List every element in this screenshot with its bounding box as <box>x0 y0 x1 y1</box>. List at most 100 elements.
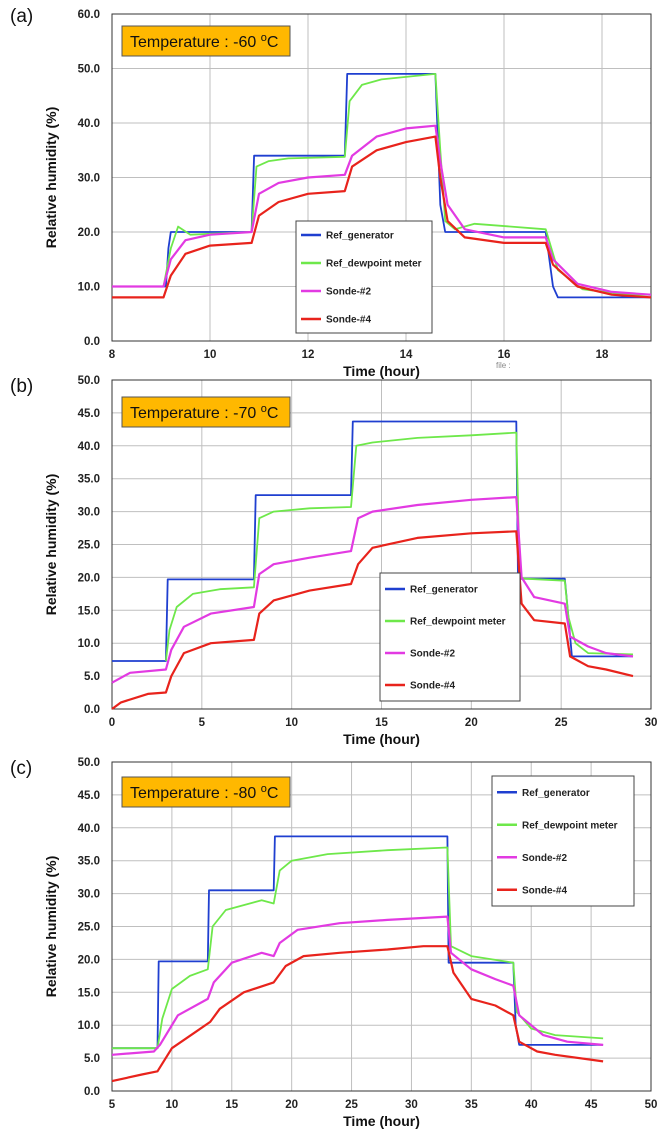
x-tick-label: 50 <box>645 1099 658 1111</box>
panel-label: (b) <box>10 376 33 397</box>
temperature-label: Temperature : -70 oC <box>130 403 278 422</box>
legend: Ref_generator Ref_dewpoint meter Sonde-#2 S… <box>379 572 521 702</box>
series-line-ref-dewpoint-meter <box>165 431 634 662</box>
chart-panel-b: (b) 0 5 10 15 20 25 30 0.0 5.0 10.0 15.0 20.0 25.0 30.… <box>10 375 657 747</box>
y-tick-label: 20.0 <box>78 227 100 239</box>
temperature-label: Temperature : -80 oC <box>130 783 278 802</box>
y-tick-label: 40.0 <box>78 823 100 835</box>
y-tick-label: 25.0 <box>78 922 100 934</box>
series-line-sonde-4 <box>112 135 652 299</box>
x-tick-label: 20 <box>285 1099 298 1111</box>
x-tick-label: 45 <box>585 1099 598 1111</box>
y-tick-label: 50.0 <box>78 757 100 769</box>
panel-label: (c) <box>10 758 32 779</box>
legend-label: Ref_generator <box>326 231 394 242</box>
y-tick-label: 50.0 <box>78 375 100 387</box>
x-tick-label: 0 <box>109 717 115 729</box>
chart-panel-a: (a) 8 10 12 14 16 18 0.0 10.0 20.0 30.0 40.0 50.0 60.… <box>10 6 652 379</box>
x-tick-label: 14 <box>400 349 413 361</box>
legend-label: Ref_dewpoint meter <box>522 820 618 831</box>
legend-label: Ref_dewpoint meter <box>326 259 422 270</box>
y-tick-label: 20.0 <box>78 954 100 966</box>
y-tick-label: 35.0 <box>78 474 100 486</box>
y-tick-label: 30.0 <box>78 507 100 519</box>
temperature-badge: Temperature : -80 oC <box>121 776 291 808</box>
x-tick-label: 10 <box>204 349 217 361</box>
x-tick-label: 25 <box>555 717 568 729</box>
y-tick-label: 15.0 <box>78 987 100 999</box>
plot-area <box>111 379 652 710</box>
x-tick-label: 12 <box>302 349 315 361</box>
y-tick-label: 35.0 <box>78 856 100 868</box>
x-tick-label: 15 <box>375 717 388 729</box>
x-tick-label: 5 <box>199 717 206 729</box>
x-tick-label: 25 <box>345 1099 358 1111</box>
y-tick-label: 30.0 <box>78 173 100 185</box>
x-tick-label: 15 <box>225 1099 238 1111</box>
legend-label: Sonde-#4 <box>522 885 567 896</box>
y-axis-title: Relative humidity (%) <box>43 474 59 616</box>
x-tick-label: 18 <box>596 349 609 361</box>
series-line-ref-dewpoint-meter <box>112 846 604 1050</box>
legend: Ref_generator Ref_dewpoint meter Sonde-#2 S… <box>295 220 433 334</box>
y-tick-label: 0.0 <box>84 704 100 716</box>
x-tick-label: 10 <box>165 1099 178 1111</box>
legend-label: Ref_generator <box>522 788 590 799</box>
legend-label: Sonde-#2 <box>410 649 455 660</box>
y-tick-label: 5.0 <box>84 671 100 683</box>
plot-area <box>111 761 652 1092</box>
y-tick-label: 40.0 <box>78 441 100 453</box>
x-axis-title: Time (hour) <box>343 731 420 747</box>
y-tick-label: 5.0 <box>84 1053 100 1065</box>
y-tick-label: 45.0 <box>78 790 100 802</box>
y-tick-label: 30.0 <box>78 889 100 901</box>
x-tick-label: 8 <box>109 349 116 361</box>
y-tick-label: 25.0 <box>78 540 100 552</box>
x-axis-title: Time (hour) <box>343 1113 420 1129</box>
x-tick-label: 10 <box>285 717 298 729</box>
x-tick-label: 30 <box>405 1099 418 1111</box>
legend-label: Ref_generator <box>410 585 478 596</box>
legend-label: Sonde-#2 <box>326 287 371 298</box>
temperature-label: Temperature : -60 oC <box>130 32 278 51</box>
series-line-sonde-4 <box>111 945 604 1083</box>
y-axis-title: Relative humidity (%) <box>43 107 59 249</box>
temperature-badge: Temperature : -60 oC <box>121 25 291 57</box>
y-tick-label: 0.0 <box>84 1086 100 1098</box>
temperature-badge: Temperature : -70 oC <box>121 396 291 428</box>
y-tick-label: 40.0 <box>78 118 100 130</box>
y-tick-label: 50.0 <box>78 64 100 76</box>
plot-area <box>111 13 652 342</box>
legend-label: Sonde-#4 <box>326 315 371 326</box>
series-line-sonde-2 <box>112 124 652 296</box>
x-tick-label: 5 <box>109 1099 116 1111</box>
y-tick-label: 20.0 <box>78 572 100 584</box>
y-tick-label: 10.0 <box>78 282 100 294</box>
x-axis-title: Time (hour) <box>343 363 420 379</box>
y-tick-label: 15.0 <box>78 605 100 617</box>
x-tick-label: 35 <box>465 1099 478 1111</box>
x-tick-label: 40 <box>525 1099 538 1111</box>
series-line-ref-generator <box>112 420 633 662</box>
series-line-sonde-4 <box>111 530 634 710</box>
stray-file-label: file : <box>496 361 511 370</box>
series-line-sonde-2 <box>111 915 604 1056</box>
y-tick-label: 45.0 <box>78 408 100 420</box>
legend-label: Sonde-#4 <box>410 681 455 692</box>
y-axis-title: Relative humidity (%) <box>43 856 59 998</box>
legend-label: Ref_dewpoint meter <box>410 617 506 628</box>
panel-label: (a) <box>10 6 33 27</box>
x-tick-label: 16 <box>498 349 511 361</box>
y-tick-label: 60.0 <box>78 9 100 21</box>
y-tick-label: 10.0 <box>78 638 100 650</box>
legend: Ref_generator Ref_dewpoint meter Sonde-#2 S… <box>491 775 635 907</box>
y-tick-label: 10.0 <box>78 1020 100 1032</box>
chart-panel-c: (c) 5 10 15 20 25 30 35 40 45 50 0.0 5.0 10.0 15.0 20.0… <box>10 757 657 1129</box>
y-tick-label: 0.0 <box>84 336 100 348</box>
series-line-sonde-2 <box>111 496 634 684</box>
legend-label: Sonde-#2 <box>522 853 567 864</box>
series-line-ref-dewpoint-meter <box>112 73 651 296</box>
x-tick-label: 20 <box>465 717 478 729</box>
series-line-ref-generator <box>112 73 651 299</box>
